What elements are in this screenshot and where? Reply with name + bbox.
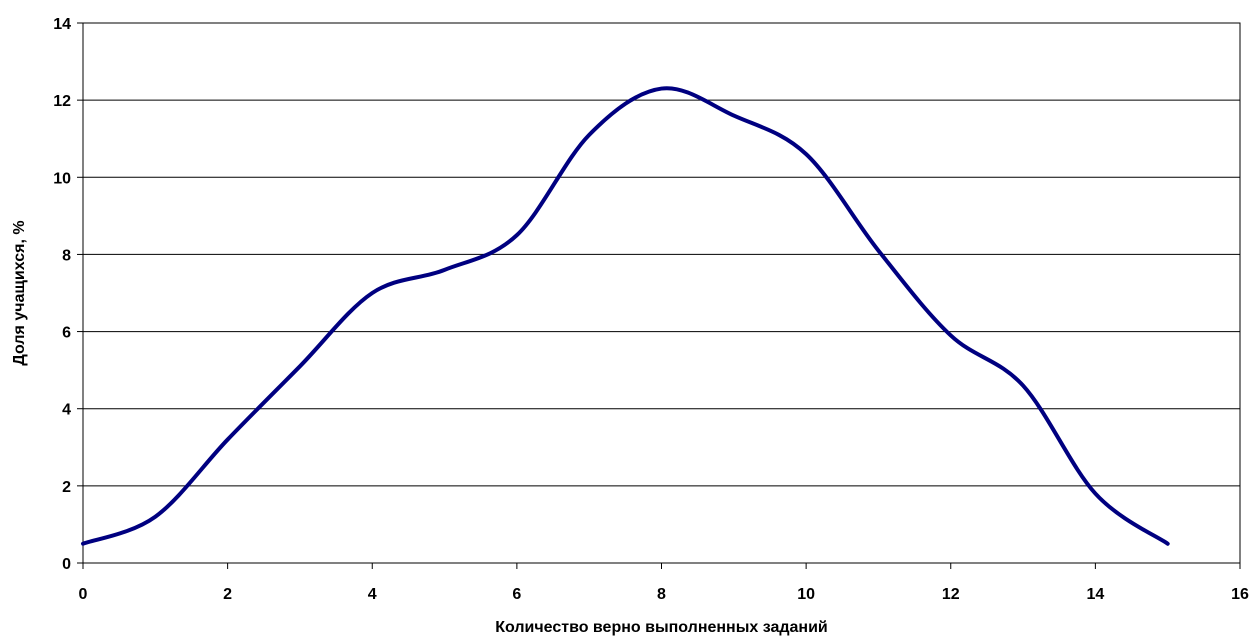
y-axis-title: Доля учащихся, % [11,220,28,365]
x-axis-ticks: 0 2 4 6 8 10 12 14 16 [79,563,1249,603]
y-tick-label: 2 [62,479,71,496]
x-tick-label: 8 [657,586,666,603]
x-tick-label: 14 [1086,586,1104,603]
y-tick-label: 6 [62,325,71,342]
x-tick-label: 2 [223,586,232,603]
x-tick-label: 4 [368,586,377,603]
x-tick-label: 12 [942,586,960,603]
y-tick-label: 4 [62,402,71,419]
x-tick-label: 10 [797,586,815,603]
y-tick-label: 8 [62,247,71,264]
series-layer [81,86,1170,546]
y-axis-ticks: 0 2 4 6 8 10 12 14 [53,16,83,573]
plot-area [82,22,1241,564]
x-tick-label: 16 [1231,586,1249,603]
gridlines [83,99,1240,487]
y-tick-label: 14 [53,16,71,33]
x-axis-title: Количество верно выполненных заданий [495,619,828,636]
y-tick-label: 12 [53,93,71,110]
y-tick-label: 10 [53,170,71,187]
series-line [81,86,1170,546]
x-tick-label: 0 [79,586,88,603]
y-tick-label: 0 [62,556,71,573]
x-tick-label: 6 [512,586,521,603]
